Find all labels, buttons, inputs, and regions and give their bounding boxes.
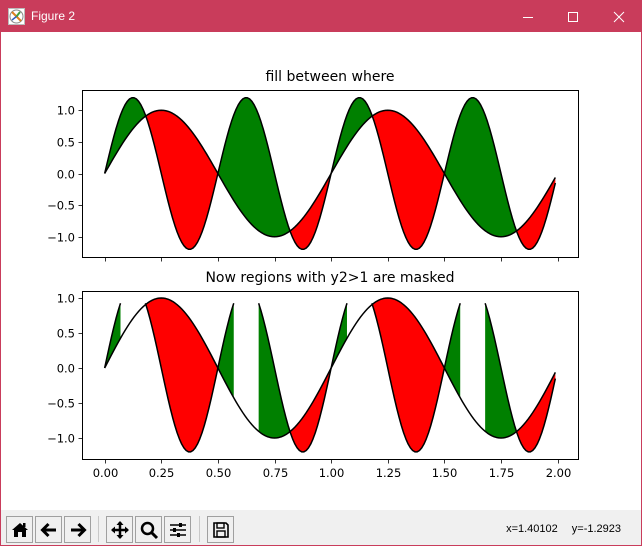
y-tick-label: −0.5 — [47, 199, 75, 213]
cursor-y: y=-1.2923 — [571, 523, 621, 535]
pan-button[interactable] — [106, 516, 133, 543]
axes-frame — [82, 291, 579, 460]
move-icon — [110, 520, 129, 539]
y-tick-label: 1.0 — [57, 292, 75, 306]
floppy-disk-icon — [212, 521, 229, 538]
title-bar[interactable]: Figure 2 — [1, 1, 641, 32]
x-tick-label: 0.25 — [149, 466, 175, 480]
matplotlib-app-icon — [8, 8, 25, 25]
y-tick-label: −1.0 — [47, 432, 75, 446]
y-tick-label: −0.5 — [47, 397, 75, 411]
fill-y2-above-y1 — [444, 97, 517, 237]
y-tick-label: 0.0 — [57, 362, 75, 376]
y-tick-label: 1.0 — [57, 104, 75, 118]
minimize-button[interactable] — [505, 1, 551, 32]
x-tick-label: 0.00 — [93, 466, 119, 480]
axes-frame — [82, 90, 579, 258]
zoom-button[interactable] — [135, 516, 162, 543]
line-y2 — [103, 96, 557, 251]
close-button[interactable] — [596, 1, 642, 32]
arrow-left-icon — [39, 522, 56, 537]
line-y2 — [103, 303, 557, 453]
y-tick-label: −1.0 — [47, 231, 75, 245]
figure-canvas[interactable]: −1.0 −0.5 0.0 0.5 1.0 fill between where 0.00… — [1, 32, 641, 510]
axes-top[interactable]: −1.0 −0.5 0.0 0.5 1.0 fill between where — [47, 69, 579, 262]
cursor-coordinates: x=1.40102 y=-1.2923 — [506, 523, 621, 535]
fill-y2-below-y1 — [145, 110, 218, 250]
minimize-icon — [523, 16, 533, 18]
home-icon — [11, 522, 28, 537]
fill-y2-below-y1 — [372, 110, 445, 250]
axes-title: fill between where — [265, 69, 394, 85]
window-title: Figure 2 — [31, 9, 76, 23]
forward-button[interactable] — [64, 516, 91, 543]
configure-subplots-button[interactable] — [164, 516, 191, 543]
y-tick-label: 0.5 — [57, 136, 75, 150]
x-tick-label: 1.25 — [376, 466, 402, 480]
toolbar-separator — [199, 516, 200, 542]
maximize-icon — [568, 11, 578, 22]
toolbar-separator — [98, 516, 99, 542]
navigation-toolbar: x=1.40102 y=-1.2923 — [1, 510, 641, 545]
magnifier-icon — [140, 521, 158, 539]
x-tick-label: 2.00 — [546, 466, 572, 480]
x-tick-label: 1.75 — [489, 466, 515, 480]
axes-title: Now regions with y2>1 are masked — [205, 270, 454, 286]
fill-y2-above-y1 — [217, 97, 291, 237]
close-icon — [613, 11, 625, 22]
maximize-button[interactable] — [550, 1, 596, 32]
save-button[interactable] — [207, 516, 234, 543]
cursor-x: x=1.40102 — [506, 523, 558, 535]
y-tick-label: 0.5 — [57, 327, 75, 341]
home-button[interactable] — [6, 516, 33, 543]
y-tick-label: 0.0 — [57, 168, 75, 182]
fill-y2-below-y1 — [372, 298, 445, 452]
x-tick-label: 0.50 — [206, 466, 232, 480]
x-tick-label: 0.75 — [263, 466, 289, 480]
sliders-icon — [169, 522, 186, 537]
back-button[interactable] — [35, 516, 62, 543]
arrow-right-icon — [70, 522, 87, 537]
x-tick-label: 1.50 — [432, 466, 458, 480]
fill-y2-below-y1 — [145, 298, 218, 452]
axes-bottom[interactable]: 0.00 0.25 0.50 0.75 1.00 1.25 1.50 1.75 2.00 −1.0… — [47, 270, 579, 480]
x-tick-label: 1.00 — [319, 466, 345, 480]
